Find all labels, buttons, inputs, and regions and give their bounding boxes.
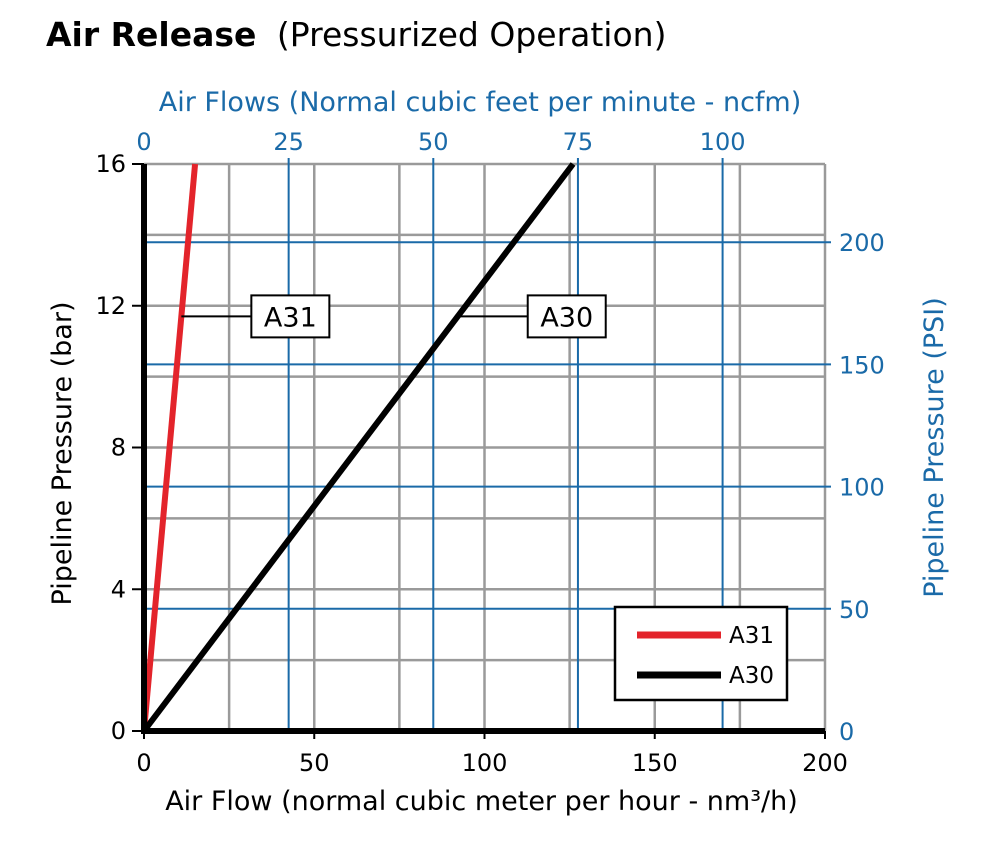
y2-tick-label: 200 <box>839 229 885 257</box>
callout-box-a31 <box>250 294 331 339</box>
series-line-a30 <box>141 162 576 733</box>
x-tick-label: 50 <box>299 749 330 777</box>
callout-label-a30: A30 <box>540 302 593 333</box>
x-axis-title: Air Flow (normal cubic meter per hour - … <box>165 786 798 817</box>
x2-tick-label: 50 <box>418 128 449 156</box>
x2-tick-label: 0 <box>136 128 151 156</box>
x2-axis-title: Air Flows (Normal cubic feet per minute … <box>159 87 802 118</box>
x-tick-label: 150 <box>632 749 678 777</box>
y-tick-label: 16 <box>95 150 126 178</box>
x-tick-label: 0 <box>136 749 151 777</box>
series-layer <box>141 162 576 733</box>
y2-tick-label: 0 <box>839 718 854 746</box>
callout-box-a30 <box>526 294 607 339</box>
y-tick-label: 12 <box>95 292 126 320</box>
series-line-a31 <box>141 163 199 732</box>
y2-tick-label: 50 <box>839 596 870 624</box>
y-axis-title: Pipeline Pressure (bar) <box>47 302 78 606</box>
x2-tick-label: 25 <box>273 128 304 156</box>
x-tick-label: 100 <box>462 749 508 777</box>
callout-label-a31: A31 <box>264 302 317 333</box>
callout-layer: A31 A30 <box>181 294 607 339</box>
chart-title-bold: Air Release <box>46 15 256 54</box>
legend-label-a30: A30 <box>729 663 774 689</box>
legend-layer: A31 A30 <box>613 605 789 702</box>
y-tick-label: 0 <box>111 717 126 745</box>
chart-title: Air Release (Pressurized Operation) <box>46 15 666 54</box>
y2-tick-label: 100 <box>839 474 885 502</box>
y2-axis-title: Pipeline Pressure (PSI) <box>919 297 950 598</box>
chart-title-rest: (Pressurized Operation) <box>277 15 667 54</box>
axis-layer: 0 50 100 150 200 0 4 8 12 16 0 25 50 75 100 0 50 100 150 20… <box>47 87 950 817</box>
x2-tick-label: 75 <box>563 128 594 156</box>
legend-box <box>613 605 789 702</box>
x2-tick-label: 100 <box>700 128 746 156</box>
y-tick-label: 8 <box>111 434 126 462</box>
y-tick-label: 4 <box>111 575 126 603</box>
legend-label-a31: A31 <box>729 623 774 649</box>
x-tick-label: 200 <box>802 749 848 777</box>
y2-tick-label: 150 <box>839 351 885 379</box>
